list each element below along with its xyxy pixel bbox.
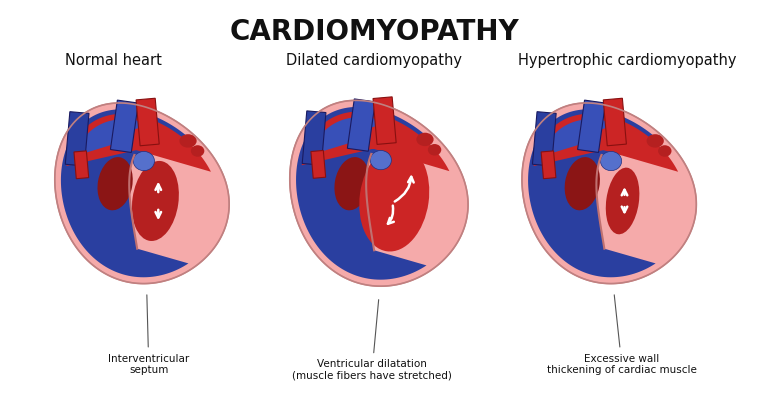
Ellipse shape bbox=[606, 168, 640, 235]
Polygon shape bbox=[522, 104, 697, 284]
Text: Ventricular dilatation
(muscle fibers have stretched): Ventricular dilatation (muscle fibers ha… bbox=[292, 300, 452, 380]
Polygon shape bbox=[603, 99, 626, 146]
Polygon shape bbox=[74, 152, 89, 179]
Polygon shape bbox=[311, 151, 326, 179]
Polygon shape bbox=[302, 112, 449, 172]
Polygon shape bbox=[61, 110, 191, 277]
Polygon shape bbox=[310, 118, 387, 156]
Polygon shape bbox=[74, 120, 150, 157]
Text: Hypertrophic cardiomyopathy: Hypertrophic cardiomyopathy bbox=[518, 53, 736, 68]
Ellipse shape bbox=[417, 134, 434, 147]
Polygon shape bbox=[111, 101, 138, 153]
Polygon shape bbox=[528, 110, 658, 277]
Polygon shape bbox=[373, 97, 396, 145]
Text: Normal heart: Normal heart bbox=[66, 53, 162, 68]
Ellipse shape bbox=[658, 146, 672, 157]
Ellipse shape bbox=[132, 162, 179, 241]
Ellipse shape bbox=[565, 158, 600, 211]
Polygon shape bbox=[541, 152, 556, 179]
Polygon shape bbox=[290, 101, 468, 286]
Ellipse shape bbox=[601, 152, 622, 171]
Ellipse shape bbox=[335, 158, 370, 211]
Polygon shape bbox=[296, 107, 429, 280]
Text: CARDIOMYOPATHY: CARDIOMYOPATHY bbox=[229, 18, 519, 46]
Polygon shape bbox=[136, 99, 159, 146]
Polygon shape bbox=[578, 101, 605, 153]
Ellipse shape bbox=[133, 152, 154, 171]
Ellipse shape bbox=[179, 135, 197, 148]
Text: Excessive wall
thickening of cardiac muscle: Excessive wall thickening of cardiac mus… bbox=[547, 295, 697, 374]
Text: Dilated cardiomyopathy: Dilated cardiomyopathy bbox=[285, 53, 462, 68]
Polygon shape bbox=[347, 100, 375, 152]
Polygon shape bbox=[302, 111, 326, 166]
Ellipse shape bbox=[370, 151, 392, 170]
Ellipse shape bbox=[191, 146, 204, 157]
Ellipse shape bbox=[428, 145, 441, 156]
Ellipse shape bbox=[647, 135, 664, 148]
Text: Interventricular
septum: Interventricular septum bbox=[108, 295, 190, 374]
Polygon shape bbox=[55, 104, 229, 284]
Polygon shape bbox=[66, 115, 211, 172]
Polygon shape bbox=[533, 112, 556, 166]
Polygon shape bbox=[534, 115, 678, 172]
Ellipse shape bbox=[98, 158, 133, 211]
Ellipse shape bbox=[360, 145, 429, 252]
Polygon shape bbox=[66, 112, 89, 166]
Polygon shape bbox=[541, 120, 617, 157]
